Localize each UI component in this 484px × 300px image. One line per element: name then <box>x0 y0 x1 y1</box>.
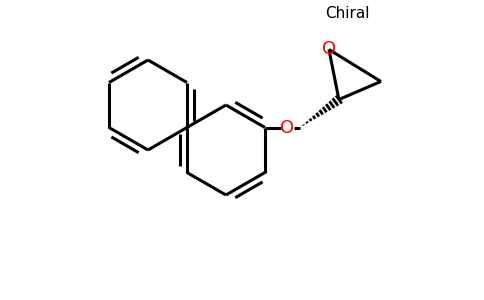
Text: O: O <box>322 40 336 58</box>
Text: Chiral: Chiral <box>325 7 369 22</box>
Text: O: O <box>280 118 294 136</box>
